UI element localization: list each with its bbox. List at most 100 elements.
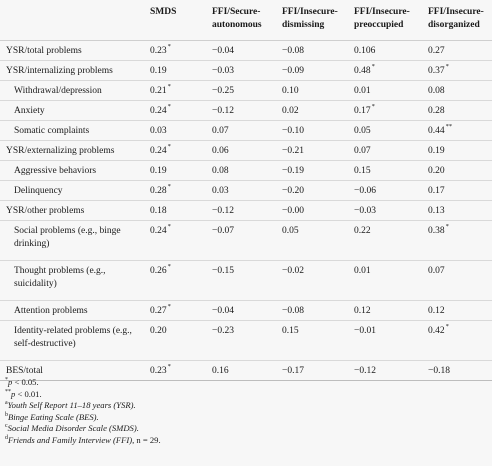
significance-marker: * bbox=[167, 263, 171, 271]
header-cell: FFI/Secure-autonomous bbox=[206, 0, 276, 41]
cell-value: 0.05 bbox=[354, 125, 371, 136]
table-cell: 0.18 bbox=[144, 200, 206, 221]
table-cell: 0.24* bbox=[144, 140, 206, 161]
table-cell: −0.23 bbox=[206, 320, 276, 361]
row-label: Aggressive behaviors bbox=[0, 160, 144, 181]
table-cell: −0.15 bbox=[206, 260, 276, 301]
table-cell: 0.20 bbox=[144, 320, 206, 361]
table-cell: 0.106 bbox=[348, 40, 422, 61]
footnote: cSocial Media Disorder Scale (SMDS). bbox=[4, 423, 161, 435]
row-label: Delinquency bbox=[0, 180, 144, 201]
row-label: BES/total bbox=[0, 360, 144, 381]
table-cell: 0.26* bbox=[144, 260, 206, 301]
cell-value: 0.16 bbox=[212, 365, 229, 376]
header-cell: FFI/Insecure-disorganized bbox=[422, 0, 492, 41]
table-cell: 0.20 bbox=[422, 160, 492, 181]
table-cell: 0.44** bbox=[422, 120, 492, 141]
table-cell: 0.23* bbox=[144, 360, 206, 381]
table-cell: 0.03 bbox=[206, 180, 276, 201]
table-cell: −0.21 bbox=[276, 140, 348, 161]
table-cell: −0.12 bbox=[348, 360, 422, 381]
table-cell: 0.19 bbox=[144, 160, 206, 181]
cell-value: −0.04 bbox=[212, 305, 234, 316]
footnote: *p < 0.05. bbox=[4, 377, 161, 389]
cell-value: 0.17 bbox=[354, 105, 371, 116]
table-header: SMDS FFI/Secure-autonomous FFI/Insecure-di… bbox=[0, 0, 492, 41]
table-row: Anxiety 0.24* −0.12 0.02 0.17* 0.28 bbox=[0, 100, 492, 121]
table-cell: −0.12 bbox=[206, 200, 276, 221]
footnote-mark: a bbox=[5, 400, 8, 407]
cell-value: 0.38 bbox=[428, 225, 445, 236]
cell-value: 0.05 bbox=[282, 225, 299, 236]
cell-value: 0.10 bbox=[282, 85, 299, 96]
table-cell: 0.17* bbox=[348, 100, 422, 121]
cell-value: −0.17 bbox=[282, 365, 304, 376]
cell-value: 0.19 bbox=[428, 145, 445, 156]
table-cell: 0.01 bbox=[348, 260, 422, 301]
table-cell: 0.27 bbox=[422, 40, 492, 61]
cell-value: −0.20 bbox=[282, 185, 304, 196]
cell-value: −0.08 bbox=[282, 305, 304, 316]
table-cell: 0.07 bbox=[348, 140, 422, 161]
cell-value: 0.15 bbox=[354, 165, 371, 176]
significance-marker: * bbox=[167, 303, 171, 311]
table-cell: 0.28* bbox=[144, 180, 206, 201]
footnote: bBinge Eating Scale (BES). bbox=[4, 412, 161, 424]
row-label: YSR/internalizing problems bbox=[0, 60, 144, 81]
cell-value: 0.20 bbox=[150, 325, 167, 336]
cell-value: 0.23 bbox=[150, 45, 167, 56]
cell-value: −0.12 bbox=[212, 205, 234, 216]
significance-marker: * bbox=[371, 63, 375, 71]
table-cell: 0.17 bbox=[422, 180, 492, 201]
footnote-italic-text: Social Media Disorder Scale (SMDS). bbox=[7, 423, 139, 433]
cell-value: 0.27 bbox=[428, 45, 445, 56]
table-cell: −0.09 bbox=[276, 60, 348, 81]
cell-value: 0.42 bbox=[428, 325, 445, 336]
cell-value: 0.01 bbox=[354, 265, 371, 276]
table-cell: −0.12 bbox=[206, 100, 276, 121]
row-label: Social problems (e.g., binge drinking) bbox=[0, 220, 144, 261]
row-label: YSR/other problems bbox=[0, 200, 144, 221]
table-row: Aggressive behaviors 0.19 0.08 −0.19 0.15 0.2… bbox=[0, 160, 492, 181]
table-cell: −0.07 bbox=[206, 220, 276, 261]
table-row: YSR/other problems 0.18 −0.12 −0.00 −0.03 0.1… bbox=[0, 200, 492, 221]
table-row: Somatic complaints 0.03 0.07 −0.10 0.05 0.44*… bbox=[0, 120, 492, 141]
table-cell: 0.08 bbox=[206, 160, 276, 181]
table-cell: 0.06 bbox=[206, 140, 276, 161]
table-cell: −0.03 bbox=[206, 60, 276, 81]
cell-value: −0.02 bbox=[282, 265, 304, 276]
table-cell: 0.15 bbox=[348, 160, 422, 181]
cell-value: −0.01 bbox=[354, 325, 376, 336]
cell-value: 0.13 bbox=[428, 205, 445, 216]
cell-value: 0.08 bbox=[212, 165, 229, 176]
table-cell: 0.16 bbox=[206, 360, 276, 381]
cell-value: −0.08 bbox=[282, 45, 304, 56]
table-cell: −0.19 bbox=[276, 160, 348, 181]
cell-value: −0.03 bbox=[212, 65, 234, 76]
table-cell: −0.03 bbox=[348, 200, 422, 221]
header-cell: SMDS bbox=[144, 0, 206, 41]
cell-value: −0.07 bbox=[212, 225, 234, 236]
footnote: **p < 0.01. bbox=[4, 389, 161, 401]
table-row: Identity-related problems (e.g., self-de… bbox=[0, 320, 492, 361]
footnote-italic-text: Youth Self Report 11–18 years (YSR). bbox=[7, 400, 136, 410]
significance-marker: ** bbox=[445, 123, 453, 131]
significance-marker: * bbox=[167, 183, 171, 191]
cell-value: 0.26 bbox=[150, 265, 167, 276]
significance-marker: * bbox=[371, 103, 375, 111]
table-cell: 0.19 bbox=[144, 60, 206, 81]
table-cell: 0.24* bbox=[144, 100, 206, 121]
significance-marker: * bbox=[167, 143, 171, 151]
table-cell: 0.02 bbox=[276, 100, 348, 121]
cell-value: 0.02 bbox=[282, 105, 299, 116]
header-row: SMDS FFI/Secure-autonomous FFI/Insecure-di… bbox=[0, 0, 492, 41]
row-label: Withdrawal/depression bbox=[0, 80, 144, 101]
table-cell: −0.18 bbox=[422, 360, 492, 381]
table-row: YSR/total problems 0.23* −0.04 −0.08 0.106 0.… bbox=[0, 40, 492, 61]
table-row: Attention problems 0.27* −0.04 −0.08 0.12 0.1… bbox=[0, 300, 492, 321]
correlation-table: SMDS FFI/Secure-autonomous FFI/Insecure-di… bbox=[0, 0, 492, 381]
cell-value: 0.24 bbox=[150, 105, 167, 116]
footnote-text: < 0.05. bbox=[12, 377, 39, 387]
header-cell: FFI/Insecure-dismissing bbox=[276, 0, 348, 41]
cell-value: 0.24 bbox=[150, 225, 167, 236]
